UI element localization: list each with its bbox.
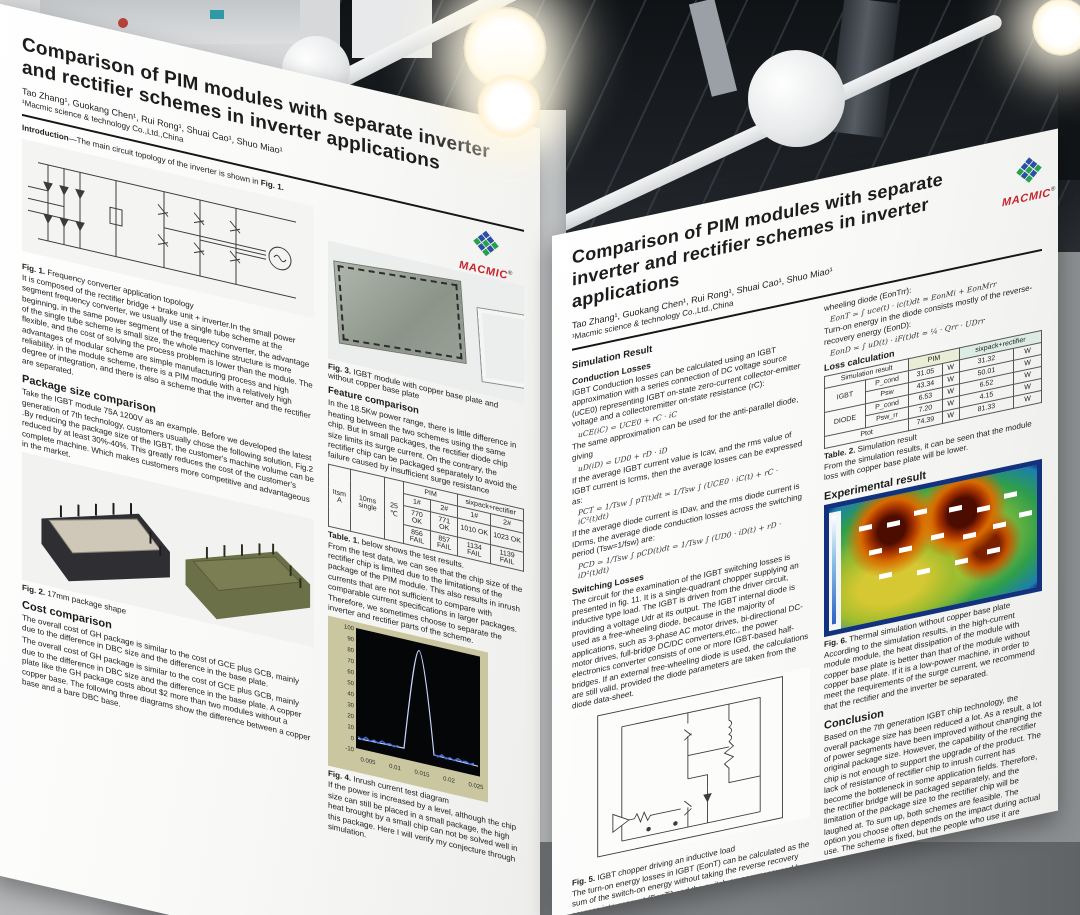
svg-text:0.02: 0.02 xyxy=(443,777,455,786)
registered-mark: ® xyxy=(1050,185,1056,193)
machinery-red-part xyxy=(118,18,128,28)
svg-text:60: 60 xyxy=(347,670,354,678)
right-poster-column-2: wheeling diode (EonTrr): EonT = ∫ uce(t)… xyxy=(824,256,1042,882)
svg-text:30: 30 xyxy=(347,703,354,711)
macmic-logo: MACMIC® xyxy=(1002,149,1056,209)
svg-text:0.005: 0.005 xyxy=(361,758,377,768)
cell: W xyxy=(942,407,960,424)
svg-text:10: 10 xyxy=(347,725,354,733)
thermal-color-scale xyxy=(829,510,841,631)
macmic-logo-icon xyxy=(1016,157,1042,183)
svg-text:0.01: 0.01 xyxy=(389,764,401,773)
fig4-y-axis: 100 90 80 70 60 50 40 30 20 10 0 -10 xyxy=(344,625,355,754)
left-poster-column-1: Introduction—The main circuit topology o… xyxy=(22,121,314,830)
cell: Itsm A xyxy=(328,463,351,531)
right-poster-column-1: Simulation Result Conduction Losses IGBT… xyxy=(572,305,810,915)
thermal-label-chips xyxy=(859,523,872,532)
baseplate-without-copper xyxy=(477,308,524,395)
svg-text:-10: -10 xyxy=(345,746,354,754)
left-poster: Comparison of PIM modules with separate … xyxy=(0,2,540,915)
cell: 10ms single xyxy=(350,468,385,539)
svg-text:0.025: 0.025 xyxy=(469,782,485,792)
svg-text:80: 80 xyxy=(347,648,354,656)
ceiling-lamp-lower xyxy=(477,74,541,138)
fig1-reference: Fig. 1. xyxy=(260,178,284,193)
mount-disc-right xyxy=(748,50,845,147)
svg-text:0: 0 xyxy=(351,736,355,743)
fig4-x-axis: 0.005 0.01 0.015 0.02 0.025 xyxy=(361,758,485,792)
machinery-teal-part xyxy=(210,10,224,19)
svg-text:20: 20 xyxy=(347,714,354,722)
svg-text:0.015: 0.015 xyxy=(415,770,431,780)
svg-text:40: 40 xyxy=(347,692,354,700)
macmic-logo-icon xyxy=(473,231,499,257)
svg-text:70: 70 xyxy=(347,659,354,667)
macmic-logo: MACMIC® xyxy=(448,220,524,287)
svg-text:100: 100 xyxy=(344,625,355,633)
cell: 25 ℃ xyxy=(384,476,404,544)
svg-text:50: 50 xyxy=(347,681,354,689)
baseplate-with-copper xyxy=(333,260,467,365)
fig5-chopper-circuit xyxy=(572,667,810,868)
ceiling-lamp-right xyxy=(1032,0,1080,56)
fig1-circuit-diagram xyxy=(22,138,314,319)
svg-text:90: 90 xyxy=(347,637,354,645)
left-poster-column-2: MACMIC® Fig. 3. IGBT module with copper … xyxy=(328,192,524,879)
fig2-modules-drawing xyxy=(41,502,311,619)
right-poster: Comparison of PIM modules with separate … xyxy=(552,128,1058,915)
fig2-module-photos xyxy=(22,451,314,647)
registered-mark: ® xyxy=(507,270,513,278)
fig4-inrush-chart: 100 90 80 70 60 50 40 30 20 10 0 -10 xyxy=(328,615,488,803)
